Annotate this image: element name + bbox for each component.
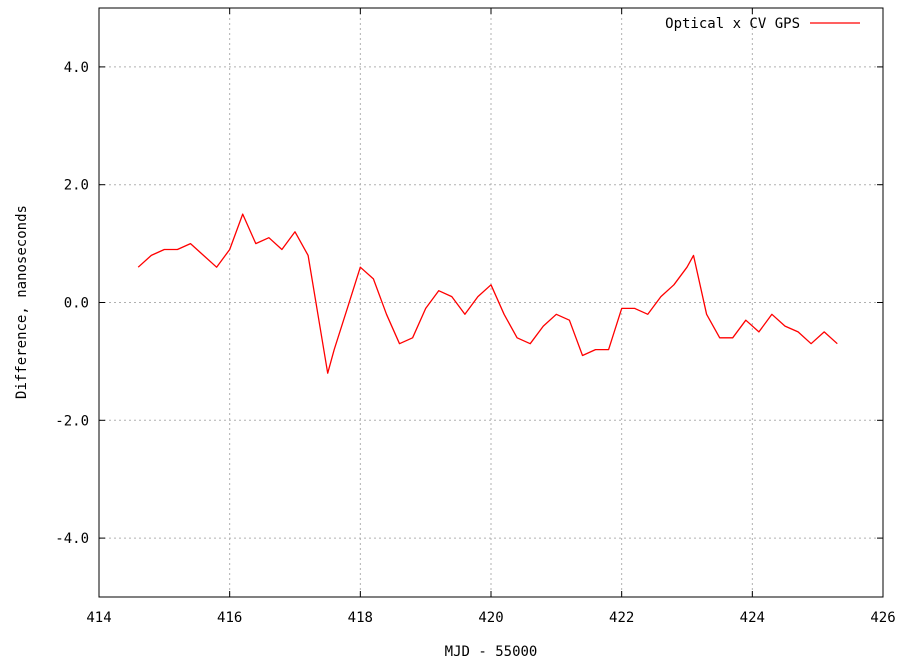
x-tick-label: 418 <box>348 610 373 626</box>
x-tick-label: 426 <box>870 610 895 626</box>
series-layer <box>137 213 838 374</box>
y-tick-label: -2.0 <box>55 413 89 429</box>
y-tick-label: 2.0 <box>64 178 89 194</box>
legend-label: Optical x CV GPS <box>665 16 800 32</box>
legend: Optical x CV GPS <box>665 16 860 32</box>
y-tick-label: -4.0 <box>55 531 89 547</box>
y-tick-label: 0.0 <box>64 296 89 312</box>
grid <box>99 8 883 597</box>
series-line <box>137 213 838 374</box>
x-tick-label: 422 <box>609 610 634 626</box>
x-axis-label: MJD - 55000 <box>445 644 538 660</box>
x-tick-label: 424 <box>740 610 765 626</box>
x-tick-label: 420 <box>478 610 503 626</box>
y-tick-label: 4.0 <box>64 60 89 76</box>
axis-ticks: 414 416 418 420 422 424 426 -4.0 -2.0 0.0 2.0 4.0 <box>55 8 896 626</box>
y-axis-label: Difference, nanoseconds <box>14 205 30 399</box>
x-tick-label: 416 <box>217 610 242 626</box>
x-tick-label: 414 <box>86 610 111 626</box>
